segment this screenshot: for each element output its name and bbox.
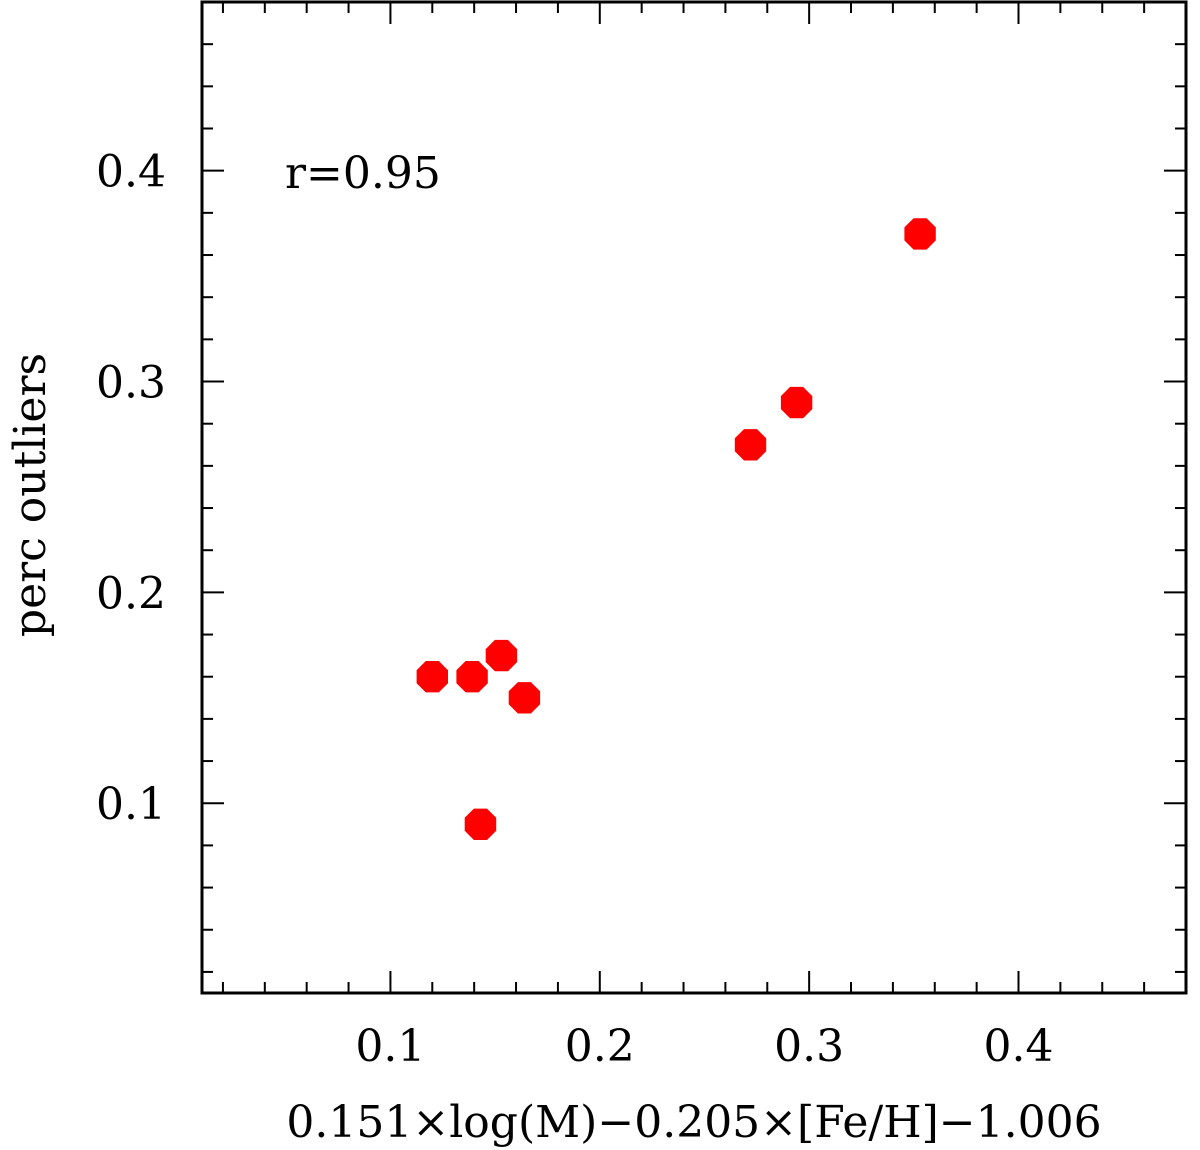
axis-ticks <box>202 2 1186 993</box>
x-tick-labels: 0.1 0.2 0.3 0.4 <box>355 1021 1053 1072</box>
data-point <box>456 661 488 693</box>
x-tick-label: 0.4 <box>984 1021 1054 1072</box>
data-point <box>416 661 448 693</box>
y-tick-label: 0.4 <box>96 147 166 198</box>
y-tick-label: 0.3 <box>96 358 166 409</box>
x-tick-label: 0.2 <box>565 1021 635 1072</box>
data-point <box>485 639 518 672</box>
x-axis-title: 0.151×log(M)−0.205×[Fe/H]−1.006 <box>286 1097 1101 1148</box>
data-point <box>734 429 767 461</box>
data-point <box>464 808 497 840</box>
data-point <box>904 218 936 250</box>
data-points <box>416 218 936 840</box>
y-tick-label: 0.2 <box>96 568 166 619</box>
y-tick-labels: 0.1 0.2 0.3 0.4 <box>96 147 166 831</box>
x-tick-label: 0.1 <box>355 1021 425 1072</box>
data-point <box>508 682 541 714</box>
data-point <box>780 386 813 419</box>
correlation-annotation: r=0.95 <box>285 148 441 199</box>
y-tick-label: 0.1 <box>96 779 166 830</box>
x-tick-label: 0.3 <box>774 1021 844 1072</box>
plot-frame <box>200 0 1188 995</box>
y-axis-title: perc outliers <box>5 353 56 637</box>
